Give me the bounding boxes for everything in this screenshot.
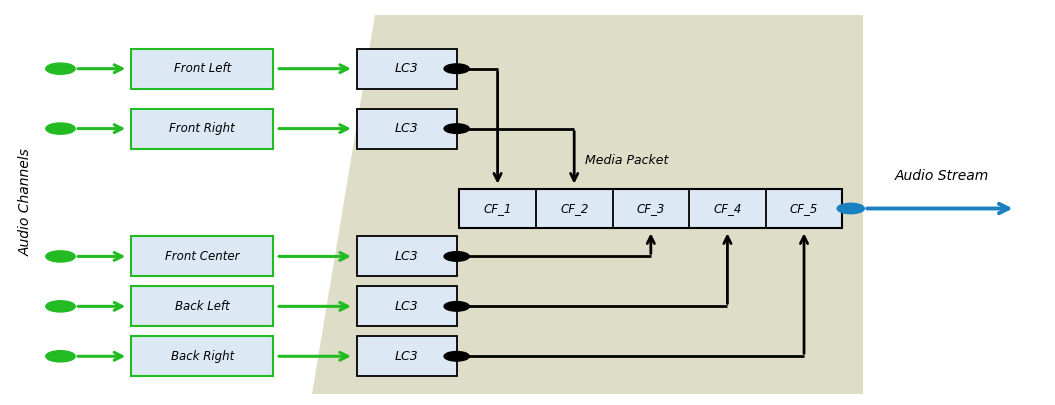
- Circle shape: [45, 351, 75, 362]
- Text: CF_5: CF_5: [790, 202, 819, 215]
- Circle shape: [444, 252, 469, 261]
- Circle shape: [837, 203, 864, 214]
- Bar: [357, 49, 457, 89]
- Bar: [357, 336, 457, 376]
- Text: Back Right: Back Right: [171, 350, 234, 363]
- Circle shape: [45, 63, 75, 74]
- Text: Audio Channels: Audio Channels: [19, 149, 33, 256]
- Circle shape: [444, 124, 469, 133]
- Bar: [357, 237, 457, 276]
- Text: LC3: LC3: [395, 250, 419, 263]
- Bar: [131, 237, 273, 276]
- Text: Front Center: Front Center: [165, 250, 239, 263]
- Text: CF_3: CF_3: [636, 202, 665, 215]
- Bar: [131, 336, 273, 376]
- Text: Media Packet: Media Packet: [584, 153, 668, 166]
- Text: CF_2: CF_2: [560, 202, 589, 215]
- Bar: [131, 286, 273, 326]
- Bar: [357, 286, 457, 326]
- Circle shape: [444, 302, 469, 311]
- Text: Back Left: Back Left: [175, 300, 230, 313]
- Bar: [131, 49, 273, 89]
- Text: Front Right: Front Right: [169, 122, 235, 135]
- Bar: [357, 109, 457, 149]
- Text: CF_4: CF_4: [713, 202, 742, 215]
- Circle shape: [45, 251, 75, 262]
- Circle shape: [45, 301, 75, 312]
- Polygon shape: [312, 15, 863, 394]
- Text: LC3: LC3: [395, 300, 419, 313]
- Circle shape: [45, 123, 75, 134]
- Circle shape: [444, 64, 469, 73]
- Text: Front Left: Front Left: [173, 62, 231, 75]
- Text: LC3: LC3: [395, 350, 419, 363]
- Text: Audio Stream: Audio Stream: [895, 168, 990, 183]
- Text: LC3: LC3: [395, 122, 419, 135]
- Text: LC3: LC3: [395, 62, 419, 75]
- Text: CF_1: CF_1: [483, 202, 512, 215]
- Bar: [131, 109, 273, 149]
- Circle shape: [444, 352, 469, 361]
- Bar: [459, 188, 842, 228]
